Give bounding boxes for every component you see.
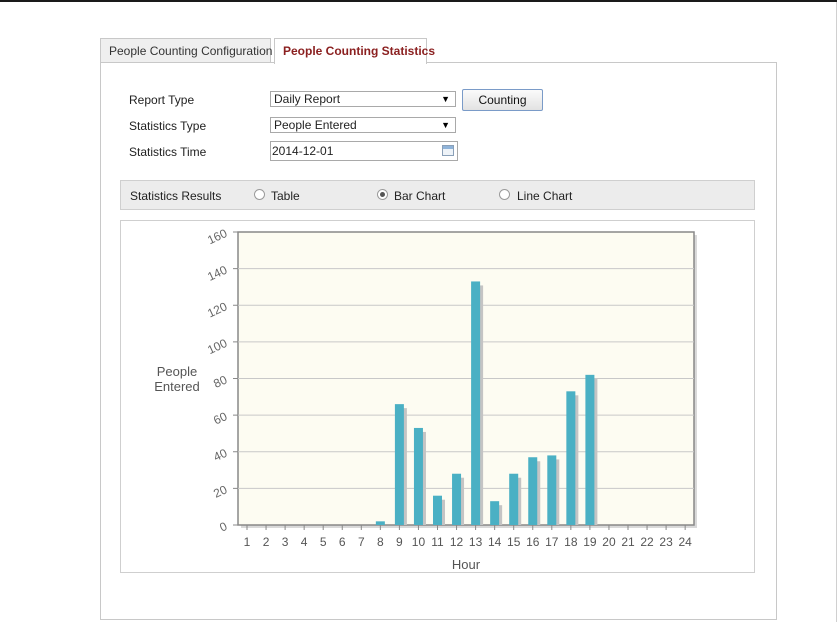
x-tick-label: 6 [339,535,346,549]
radio-bar-chart-label[interactable]: Bar Chart [394,189,446,203]
bar [509,473,519,525]
x-tick-label: 5 [320,535,327,549]
x-tick-label: 17 [545,535,559,549]
x-tick-label: 23 [659,535,673,549]
bar [452,473,462,525]
y-tick-label: 160 [205,226,229,247]
bar [528,457,538,525]
x-tick-label: 13 [469,535,483,549]
x-tick-label: 14 [488,535,502,549]
report-type-value: Daily Report [274,92,341,106]
x-tick-label: 20 [602,535,616,549]
calendar-icon[interactable] [442,145,454,156]
x-tick-label: 21 [621,535,635,549]
statistics-type-select[interactable]: People Entered ▼ [270,117,456,133]
y-tick-label: 80 [211,372,229,390]
radio-line-chart[interactable] [499,189,510,200]
tab-people-counting-statistics[interactable]: People Counting Statistics [274,38,435,64]
x-tick-label: 3 [282,535,289,549]
statistics-type-value: People Entered [274,118,357,132]
statistics-time-value: 2014-12-01 [272,144,334,158]
counting-button[interactable]: Counting [462,89,543,111]
top-rule [0,0,837,2]
x-tick-label: 9 [396,535,403,549]
x-tick-label: 10 [412,535,426,549]
bar [566,391,576,525]
x-tick-label: 11 [431,535,444,549]
x-tick-label: 4 [301,535,308,549]
statistics-type-label: Statistics Type [129,119,207,133]
y-tick-label: 140 [205,263,229,284]
radio-bar-chart[interactable] [377,189,388,200]
x-tick-label: 1 [244,535,251,549]
x-axis-title: Hour [451,557,481,572]
x-tick-label: 2 [263,535,270,549]
x-tick-label: 18 [564,535,578,549]
bar [375,521,385,525]
bar [490,501,500,525]
statistics-results-label: Statistics Results [130,189,222,203]
report-type-label: Report Type [129,93,195,107]
x-tick-label: 12 [450,535,464,549]
x-tick-label: 16 [526,535,540,549]
y-axis-title: People Entered [141,364,213,394]
y-tick-label: 0 [217,519,229,535]
y-tick-label: 100 [205,336,229,357]
bar [585,374,595,525]
x-tick-label: 8 [377,535,384,549]
y-tick-label: 40 [211,446,229,464]
bar [394,404,404,525]
y-tick-label: 120 [205,299,229,320]
x-tick-label: 7 [358,535,365,549]
bar-chart: 0 20 40 60 80 100 120 140 160 1 2 3 4 5 6 7 8 9 10 11 12 13 14… [120,220,755,573]
radio-line-chart-label[interactable]: Line Chart [517,189,573,203]
y-tick-label: 60 [211,409,229,427]
statistics-time-input[interactable]: 2014-12-01 [270,141,458,161]
x-tick-label: 24 [678,535,692,549]
radio-table[interactable] [254,189,265,200]
radio-table-label[interactable]: Table [271,189,300,203]
y-axis-title-line: People [156,364,198,379]
bar [547,455,557,525]
tab-people-counting-configuration[interactable]: People Counting Configuration [100,38,272,62]
statistics-results-bar: Statistics Results Table Bar Chart Line … [120,180,755,210]
bar [433,495,442,525]
report-type-select[interactable]: Daily Report ▼ [270,91,456,107]
x-tick-label: 22 [640,535,654,549]
x-tick-label: 15 [507,535,521,549]
statistics-time-label: Statistics Time [129,145,207,159]
dropdown-arrow-icon: ▼ [441,94,450,104]
dropdown-arrow-icon: ▼ [441,120,450,130]
bar [471,281,481,525]
bar [413,427,423,525]
x-tick-label: 19 [583,535,597,549]
y-axis-title-line: Entered [154,379,200,394]
y-tick-label: 20 [211,482,229,500]
